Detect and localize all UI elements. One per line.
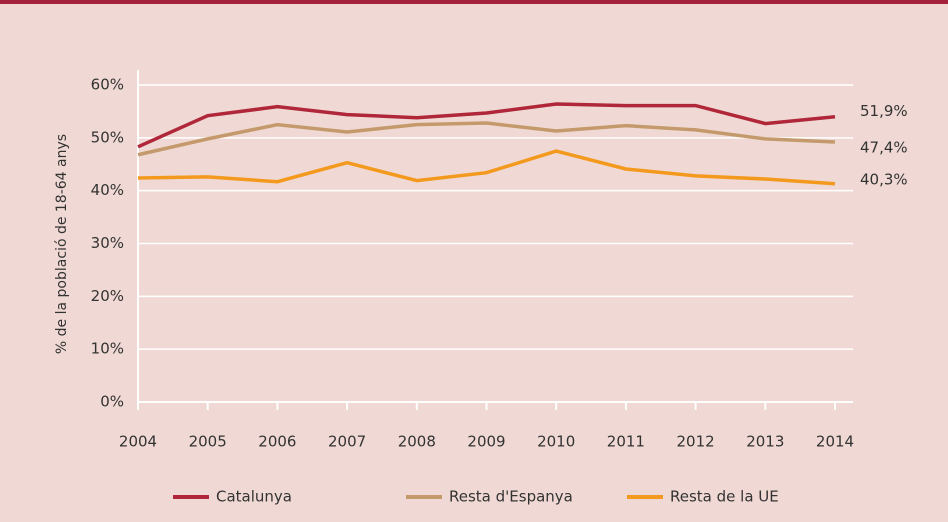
y-tick-label: 40% [91,181,124,199]
legend-label: Resta d'Espanya [449,488,573,506]
y-tick-label: 60% [91,76,124,94]
y-tick-label: 50% [91,128,124,146]
x-tick-label: 2005 [189,433,227,451]
y-tick-label: 30% [91,234,124,252]
x-tick-label: 2007 [328,433,366,451]
line-series [137,102,836,149]
x-tick-label: 2012 [677,433,715,451]
x-tick-label: 2004 [119,433,157,451]
end-annotation: 51,9% [860,102,908,120]
x-tick-label: 2010 [537,433,575,451]
end-annotation: 47,4% [860,139,908,157]
x-tick-label: 2009 [467,433,505,451]
x-tick-label: 2011 [607,433,645,451]
line-series [137,149,836,186]
y-tick-label: 10% [91,340,124,358]
x-tick-label: 2008 [398,433,436,451]
y-tick-label: 0% [100,393,124,411]
x-tick-label: 2006 [258,433,296,451]
legend-label: Catalunya [216,488,292,506]
end-annotation: 40,3% [860,170,908,188]
x-tick-label: 2014 [816,433,854,451]
legend-label: Resta de la UE [670,488,779,506]
x-tick-label: 2013 [746,433,784,451]
line-series [137,121,836,157]
top-border [0,0,948,4]
y-tick-label: 20% [91,287,124,305]
y-axis-label: % de la població de 18-64 anys [54,134,70,354]
